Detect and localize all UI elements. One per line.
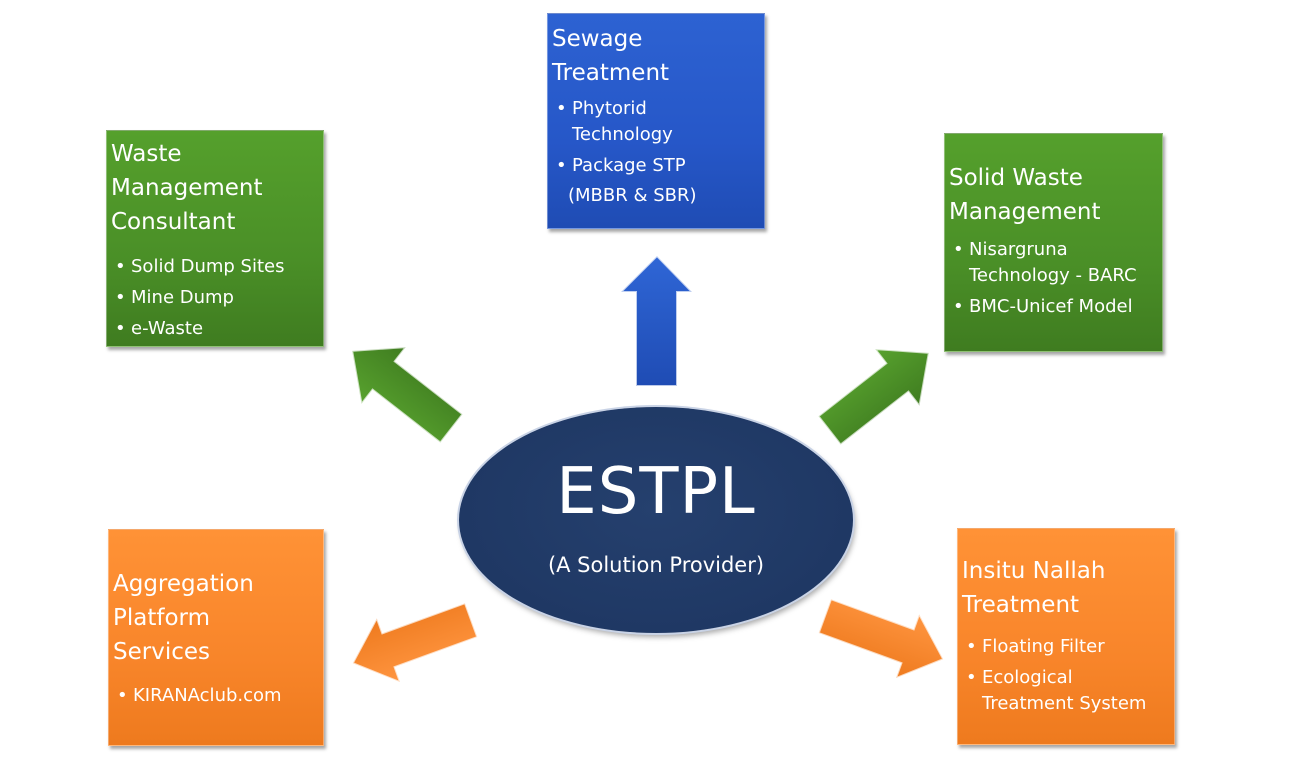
sewage-treatment-list: Phytorid Technology Package STP (MBBR & … (552, 96, 758, 209)
title-line: Insitu Nallah (962, 558, 1106, 584)
nallah-list: Floating Filter Ecological Treatment Sys… (962, 634, 1168, 717)
list-item: KIRANAclub.com (113, 683, 317, 709)
waste-consultant-box: Waste Management Consultant Solid Dump S… (106, 130, 324, 347)
list-item: Technology - BARC (969, 265, 1137, 286)
list-item: Phytorid (552, 96, 758, 122)
list-item: (MBBR & SBR) (568, 185, 697, 206)
aggregation-list: KIRANAclub.com (113, 683, 317, 709)
title-line: Consultant (111, 209, 236, 235)
solid-waste-list: Nisargruna Technology - BARC BMC-Unicef … (949, 237, 1156, 320)
title-line: Solid Waste (949, 165, 1083, 191)
center-subtitle: (A Solution Provider) (547, 553, 765, 577)
list-item: Technology (572, 124, 673, 145)
title-line: Management (111, 175, 263, 201)
list-item: Nisargruna (949, 237, 1156, 263)
aggregation-title: Aggregation Platform Services (113, 567, 317, 669)
title-line: Sewage (552, 26, 643, 52)
title-line: Aggregation (113, 571, 254, 597)
solid-waste-title: Solid Waste Management (949, 161, 1156, 229)
title-line: Management (949, 199, 1101, 225)
aggregation-box: Aggregation Platform Services KIRANAclub… (108, 529, 324, 746)
estpl-center-ellipse: ESTPL (A Solution Provider) (459, 407, 853, 633)
list-item: Floating Filter (962, 634, 1168, 660)
arrow-upright-solid-waste (817, 347, 931, 446)
title-line: Treatment (552, 60, 670, 86)
list-item: e-Waste (111, 313, 317, 344)
sewage-treatment-box: Sewage Treatment Phytorid Technology Pac… (547, 13, 765, 229)
list-item: Treatment System (982, 693, 1147, 714)
arrow-upleft-waste-consultant (350, 345, 464, 444)
title-line: Platform (113, 605, 210, 631)
list-item: Mine Dump (111, 282, 317, 313)
solid-waste-box: Solid Waste Management Nisargruna Techno… (944, 133, 1163, 352)
list-item: Solid Dump Sites (111, 251, 317, 282)
nallah-title: Insitu Nallah Treatment (962, 554, 1168, 622)
list-item: BMC-Unicef Model (949, 294, 1156, 320)
waste-consultant-list: Solid Dump Sites Mine Dump e-Waste (111, 251, 317, 344)
waste-consultant-title: Waste Management Consultant (111, 137, 317, 239)
list-item: Package STP (552, 153, 758, 179)
sewage-treatment-title: Sewage Treatment (552, 22, 758, 90)
arrow-up-sewage (618, 254, 695, 387)
title-line: Treatment (962, 592, 1080, 618)
list-item: Ecological (962, 665, 1168, 691)
center-title: ESTPL (556, 455, 756, 529)
arrow-downright-nallah (817, 597, 945, 680)
arrow-downleft-aggregation (351, 601, 479, 684)
nallah-box: Insitu Nallah Treatment Floating Filter … (957, 528, 1175, 745)
title-line: Waste (111, 141, 182, 167)
title-line: Services (113, 639, 210, 665)
